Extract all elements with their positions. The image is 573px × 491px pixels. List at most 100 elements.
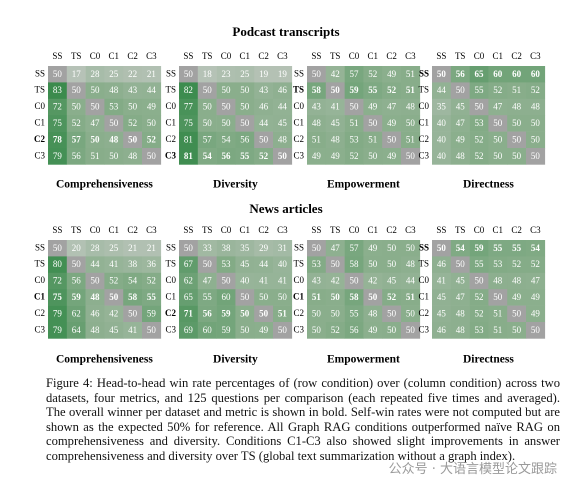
- cell-value: 62: [184, 276, 193, 286]
- heatmap-cell: [432, 272, 452, 290]
- cell-value: 52: [475, 308, 484, 318]
- column-label: C2: [258, 225, 269, 235]
- heatmap-cell: [432, 82, 452, 100]
- heatmap-cell: [307, 240, 327, 257]
- heatmap-cell: [401, 82, 421, 100]
- cell-value: 45: [437, 292, 447, 302]
- cell-value: 21: [147, 243, 156, 253]
- cell-value: 50: [475, 102, 485, 112]
- heatmap-cell: [507, 131, 527, 149]
- column-label: TS: [71, 51, 82, 61]
- cell-value: 45: [456, 276, 466, 286]
- heatmap-cell: [344, 256, 364, 274]
- row-label: C3: [418, 150, 429, 160]
- cell-value: 49: [259, 325, 269, 335]
- row-label: TS: [293, 259, 304, 269]
- cell-value: 25: [240, 69, 250, 79]
- cell-value: 43: [312, 102, 322, 112]
- cell-value: 42: [331, 276, 340, 286]
- heatmap-cell: [507, 148, 527, 165]
- cell-value: 50: [531, 325, 541, 335]
- heatmap-cell: [526, 115, 546, 132]
- cell-value: 52: [368, 69, 377, 79]
- cell-value: 55: [147, 292, 157, 302]
- metric-label: Empowerment: [327, 354, 400, 366]
- cell-value: 52: [128, 118, 137, 128]
- cell-value: 45: [240, 259, 250, 269]
- heatmap-cell: [254, 131, 274, 149]
- row-label: C3: [293, 324, 304, 334]
- cell-value: 52: [512, 259, 521, 269]
- row-label: C3: [34, 150, 45, 160]
- row-label: C1: [34, 291, 45, 301]
- cell-value: 50: [512, 325, 522, 335]
- heatmap-cell: [363, 289, 383, 306]
- cell-value: 59: [72, 292, 82, 302]
- cell-value: 42: [109, 308, 118, 318]
- heatmap-cell: [85, 256, 105, 274]
- cell-value: 50: [240, 308, 250, 318]
- heatmap-cell: [48, 240, 68, 257]
- heatmap-cell: [488, 256, 508, 274]
- cell-value: 59: [350, 85, 360, 95]
- cell-value: 58: [350, 292, 360, 302]
- row-label: SS: [419, 242, 429, 252]
- cell-value: 48: [128, 151, 138, 161]
- row-label: C1: [34, 117, 45, 127]
- cell-value: 49: [387, 118, 397, 128]
- heatmap-cell: [488, 82, 508, 100]
- column-label: C2: [386, 225, 397, 235]
- cell-value: 50: [406, 325, 416, 335]
- heatmap-cell: [344, 131, 364, 149]
- heatmap-cell: [488, 289, 508, 306]
- cell-value: 56: [203, 308, 213, 318]
- cell-value: 28: [91, 243, 101, 253]
- cell-value: 50: [512, 151, 522, 161]
- heatmap-cell: [344, 82, 364, 100]
- cell-value: 56: [222, 151, 232, 161]
- cell-value: 50: [531, 118, 541, 128]
- heatmap-cell: [66, 82, 86, 100]
- cell-value: 41: [331, 102, 340, 112]
- heatmap-cell: [179, 272, 199, 290]
- cell-value: 72: [53, 102, 62, 112]
- row-label: TS: [418, 85, 429, 95]
- cell-value: 51: [493, 325, 502, 335]
- cell-value: 51: [350, 118, 359, 128]
- cell-value: 60: [203, 325, 213, 335]
- cell-value: 35: [240, 243, 250, 253]
- cell-value: 43: [128, 85, 138, 95]
- heatmap-cell: [450, 272, 470, 290]
- cell-value: 46: [437, 325, 447, 335]
- cell-value: 43: [312, 276, 322, 286]
- heatmap-cell: [401, 148, 421, 165]
- heatmap-cell: [432, 115, 452, 132]
- cell-value: 50: [259, 134, 269, 144]
- cell-value: 50: [406, 243, 416, 253]
- cell-value: 50: [240, 102, 250, 112]
- heatmap-cell: [48, 289, 68, 306]
- heatmap-cell: [401, 256, 421, 274]
- heatmap-cell: [66, 66, 86, 83]
- heatmap-cell: [382, 115, 402, 132]
- heatmap-cell: [235, 66, 255, 83]
- cell-value: 48: [91, 325, 101, 335]
- row-label: C0: [293, 275, 304, 285]
- heatmap-cell: [197, 322, 217, 339]
- cell-value: 18: [203, 69, 213, 79]
- column-label: C3: [277, 51, 288, 61]
- cell-value: 44: [147, 85, 157, 95]
- cell-value: 48: [406, 259, 416, 269]
- cell-value: 50: [387, 259, 397, 269]
- column-label: C3: [530, 225, 541, 235]
- cell-value: 52: [531, 85, 540, 95]
- cell-value: 50: [406, 308, 416, 318]
- heatmap-cell: [273, 66, 293, 83]
- cell-value: 82: [184, 85, 193, 95]
- column-label: C3: [277, 225, 288, 235]
- row-label: C1: [165, 117, 176, 127]
- cell-value: 50: [147, 151, 157, 161]
- cell-value: 79: [53, 151, 63, 161]
- heatmap-cell: [142, 256, 162, 274]
- heatmap-cell: [450, 322, 470, 339]
